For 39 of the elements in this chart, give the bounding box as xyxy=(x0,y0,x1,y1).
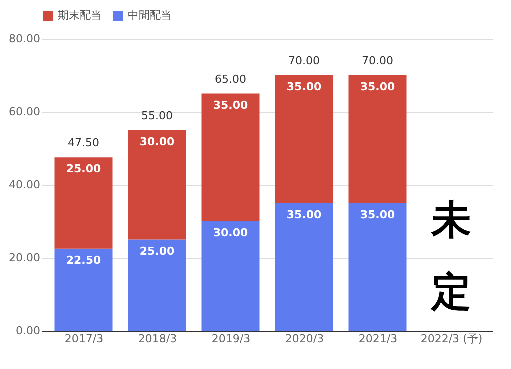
text: 25.00 xyxy=(140,244,175,258)
total-label: 55.00 xyxy=(142,109,173,122)
text: 25.00 xyxy=(66,162,102,176)
x-tick-label: 2019/3 xyxy=(212,332,251,346)
bar xyxy=(54,158,113,249)
text: 35.00 xyxy=(360,208,396,222)
x-tick-label: 2021/3 xyxy=(358,332,398,346)
text: 22.50 xyxy=(66,254,102,267)
y-tick-label: 0.00 xyxy=(16,324,40,338)
text: 35.00 xyxy=(286,208,322,222)
bar xyxy=(128,240,186,331)
bar xyxy=(348,203,407,331)
bar xyxy=(128,130,186,240)
bar xyxy=(275,76,334,204)
y-tick-label: 60.00 xyxy=(9,106,40,118)
legend-label: 期末配当 xyxy=(58,9,102,22)
bar xyxy=(348,76,407,204)
text: 35.00 xyxy=(360,80,396,94)
text: 30.00 xyxy=(140,135,175,148)
bar xyxy=(202,94,260,222)
x-tick-label: 2020/3 xyxy=(285,332,324,346)
total-label: 70.00 xyxy=(362,54,394,68)
legend-label: 中間配当 xyxy=(128,9,172,22)
x-tick-label: 2018/3 xyxy=(138,332,178,346)
y-tick-label: 20.00 xyxy=(9,252,40,264)
total-label: 47.50 xyxy=(68,136,100,150)
x-tick-label: 2022/3 (予) xyxy=(420,332,483,346)
text: 35.00 xyxy=(286,80,322,94)
total-label: 65.00 xyxy=(215,72,246,86)
bar xyxy=(275,203,334,331)
y-tick-label: 80.00 xyxy=(9,32,40,46)
text: 35.00 xyxy=(213,98,248,112)
y-tick-label: 40.00 xyxy=(9,178,40,192)
annotation: 未定 xyxy=(430,198,472,316)
text: 30.00 xyxy=(213,226,248,240)
total-label: 70.00 xyxy=(288,54,320,68)
bar xyxy=(54,248,113,331)
x-tick-label: 2017/3 xyxy=(64,332,104,346)
bar xyxy=(202,222,260,331)
